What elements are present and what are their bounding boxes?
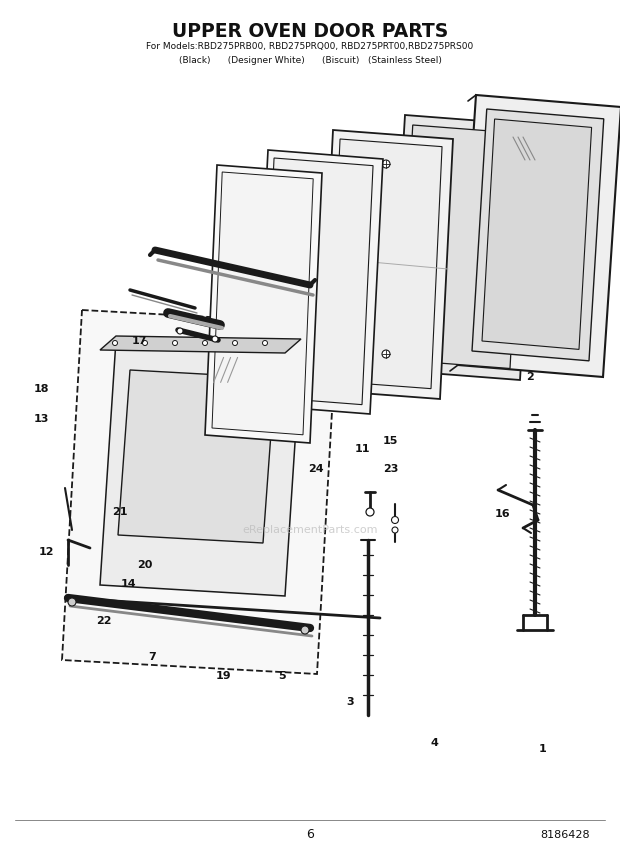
Text: 5: 5: [278, 671, 286, 681]
Text: 16: 16: [494, 508, 510, 519]
Text: 3: 3: [347, 697, 354, 707]
Text: 20: 20: [137, 560, 152, 570]
Polygon shape: [458, 95, 620, 377]
Polygon shape: [482, 119, 591, 349]
Circle shape: [143, 341, 148, 346]
Circle shape: [172, 341, 177, 346]
Polygon shape: [320, 130, 453, 399]
Circle shape: [366, 508, 374, 516]
Polygon shape: [472, 109, 604, 361]
Polygon shape: [400, 125, 523, 368]
Text: 6: 6: [306, 829, 314, 841]
Circle shape: [391, 516, 399, 524]
Polygon shape: [390, 115, 535, 380]
Polygon shape: [100, 336, 301, 353]
Text: 17: 17: [131, 336, 148, 346]
Polygon shape: [100, 340, 301, 596]
Text: UPPER OVEN DOOR PARTS: UPPER OVEN DOOR PARTS: [172, 22, 448, 41]
Circle shape: [301, 626, 309, 634]
Circle shape: [262, 341, 267, 346]
Circle shape: [112, 341, 118, 346]
Polygon shape: [118, 370, 275, 543]
Text: 24: 24: [308, 464, 324, 474]
Text: 18: 18: [33, 384, 50, 395]
Polygon shape: [263, 158, 373, 405]
Text: 14: 14: [121, 579, 137, 589]
Circle shape: [68, 598, 76, 606]
Text: 23: 23: [383, 464, 398, 474]
Text: For Models:RBD275PRB00, RBD275PRQ00, RBD275PRT00,RBD275PRS00: For Models:RBD275PRB00, RBD275PRQ00, RBD…: [146, 42, 474, 51]
Circle shape: [212, 336, 218, 342]
Text: 13: 13: [34, 414, 49, 425]
Text: 1: 1: [539, 744, 546, 754]
Text: 2: 2: [526, 372, 534, 382]
Circle shape: [382, 160, 390, 168]
Circle shape: [232, 341, 237, 346]
Text: 19: 19: [215, 671, 231, 681]
Text: 22: 22: [97, 615, 112, 626]
Polygon shape: [329, 139, 442, 389]
Text: 21: 21: [112, 507, 128, 517]
Text: 4: 4: [430, 738, 438, 748]
Polygon shape: [255, 150, 383, 414]
Circle shape: [177, 328, 183, 334]
Text: eReplacementParts.com: eReplacementParts.com: [242, 525, 378, 535]
Polygon shape: [205, 165, 322, 443]
Circle shape: [392, 527, 398, 533]
Polygon shape: [212, 172, 313, 435]
Text: 8186428: 8186428: [541, 830, 590, 840]
Text: 7: 7: [148, 652, 156, 663]
Text: (Black)      (Designer White)      (Biscuit)   (Stainless Steel): (Black) (Designer White) (Biscuit) (Stai…: [179, 56, 441, 65]
Circle shape: [382, 350, 390, 358]
Text: 11: 11: [355, 444, 371, 455]
Text: 15: 15: [383, 436, 398, 446]
Polygon shape: [62, 310, 337, 674]
Circle shape: [203, 341, 208, 346]
Text: 12: 12: [38, 547, 55, 557]
